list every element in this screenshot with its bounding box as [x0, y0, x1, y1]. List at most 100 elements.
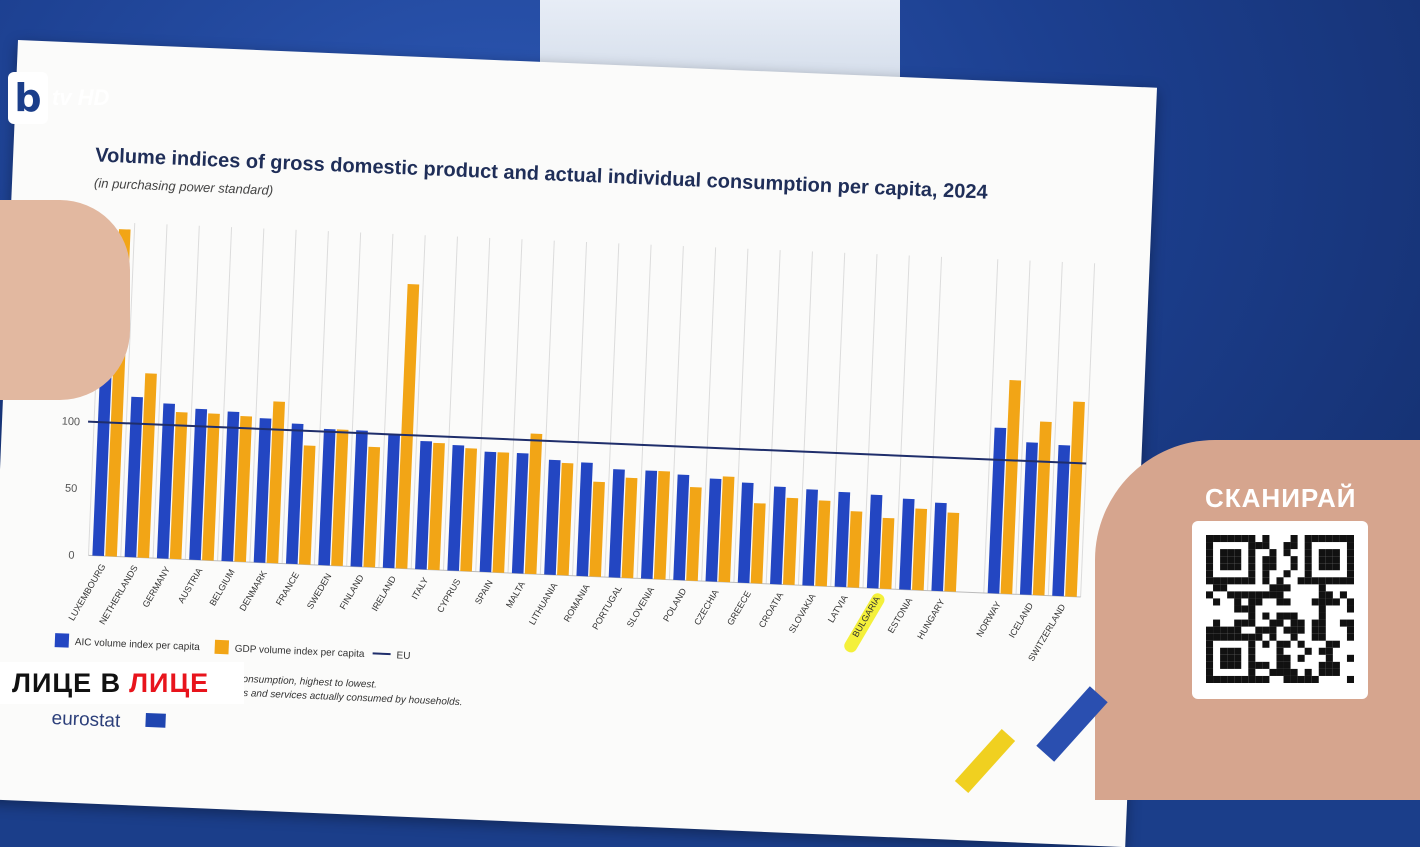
eu-flag-icon	[145, 712, 166, 728]
qr-module	[1318, 661, 1326, 669]
legend-label-aic: AIC volume index per capita	[75, 637, 201, 653]
bar-aic	[156, 403, 176, 559]
qr-module	[1269, 668, 1277, 676]
bar-gdp	[621, 477, 638, 579]
qr-module	[1234, 591, 1242, 599]
x-tick-label: ESTONIA	[886, 596, 915, 635]
presenter-hand-left	[0, 200, 130, 400]
x-tick-label: SWITZERLAND	[1026, 602, 1068, 663]
grid-line	[281, 229, 297, 564]
x-tick-group: CYPRUS	[435, 577, 463, 614]
x-tick-group: SLOVENIA	[625, 585, 656, 629]
y-tick-label: 0	[68, 550, 75, 562]
qr-code-pattern	[1206, 535, 1354, 683]
qr-module	[1206, 549, 1214, 557]
qr-module	[1346, 675, 1354, 683]
qr-module	[1325, 661, 1333, 669]
grid-line	[217, 227, 233, 561]
bar-gdp	[234, 416, 253, 563]
x-tick-label: IRELAND	[370, 574, 399, 613]
bar-aic	[221, 411, 240, 562]
qr-module	[1220, 661, 1228, 669]
qr-module	[1248, 577, 1256, 585]
qr-module	[1325, 591, 1333, 599]
qr-module	[1220, 563, 1228, 571]
qr-module	[1206, 675, 1214, 683]
legend-swatch-aic	[54, 633, 70, 648]
x-tick-group: HUNGARY	[915, 597, 946, 641]
x-tick-group: POLAND	[661, 586, 689, 623]
qr-module	[1332, 556, 1340, 564]
qr-module	[1304, 668, 1312, 676]
x-tick-label: FRANCE	[274, 570, 301, 607]
qr-module	[1234, 675, 1242, 683]
qr-module	[1213, 577, 1221, 585]
qr-module	[1290, 619, 1298, 627]
grid-line	[313, 231, 329, 565]
qr-module	[1248, 619, 1256, 627]
qr-module	[1339, 577, 1347, 585]
bar-aic	[899, 498, 915, 590]
qr-module	[1283, 584, 1291, 592]
qr-module	[1269, 591, 1277, 599]
bar-gdp	[266, 401, 286, 564]
qr-module	[1325, 647, 1333, 655]
grid-line	[862, 254, 878, 588]
grid-line	[1015, 260, 1031, 595]
qr-module	[1227, 556, 1235, 564]
qr-module	[1276, 577, 1284, 585]
bar-gdp	[1000, 380, 1022, 595]
qr-module	[1248, 647, 1256, 655]
qr-module	[1255, 598, 1263, 606]
qr-module	[1297, 619, 1305, 627]
qr-module	[1227, 661, 1235, 669]
bars	[88, 229, 1087, 597]
qr-module	[1234, 633, 1242, 641]
bar-aic	[576, 462, 593, 577]
qr-module	[1297, 640, 1305, 648]
grid-line	[120, 223, 136, 557]
qr-module	[1262, 577, 1270, 585]
grid-line	[249, 228, 265, 563]
qr-module	[1269, 556, 1277, 564]
qr-module	[1283, 598, 1291, 606]
qr-module	[1241, 619, 1249, 627]
qr-module	[1332, 535, 1340, 543]
qr-module	[1311, 577, 1319, 585]
qr-module	[1220, 556, 1228, 564]
show-title-part2: ЛИЦЕ	[129, 667, 210, 698]
grid-line	[701, 247, 717, 582]
x-tick-label: MALTA	[504, 580, 527, 610]
qr-module	[1332, 563, 1340, 571]
y-tick-label: 100	[61, 416, 80, 429]
qr-module	[1318, 668, 1326, 676]
qr-module	[1332, 549, 1340, 557]
qr-module	[1318, 584, 1326, 592]
qr-module	[1346, 563, 1354, 571]
qr-module	[1248, 570, 1256, 578]
x-tick-label: CZECHIA	[692, 588, 721, 627]
qr-module	[1269, 563, 1277, 571]
x-tick-group: SWEDEN	[305, 572, 334, 611]
qr-module	[1234, 605, 1242, 613]
qr-code[interactable]	[1192, 521, 1368, 699]
qr-module	[1290, 633, 1298, 641]
qr-module	[1227, 647, 1235, 655]
qr-module	[1255, 661, 1263, 669]
qr-module	[1206, 556, 1214, 564]
x-tick-group: GERMANY	[140, 565, 172, 609]
bar-aic	[1052, 444, 1071, 597]
qr-module	[1346, 619, 1354, 627]
qr-module	[1248, 605, 1256, 613]
x-tick-group: SPAIN	[473, 578, 495, 606]
qr-module	[1262, 675, 1270, 683]
qr-module	[1346, 549, 1354, 557]
grid-line	[668, 246, 684, 580]
qr-module	[1206, 640, 1214, 648]
qr-module	[1220, 626, 1228, 634]
bar-gdp	[750, 503, 766, 584]
eu-reference-line	[88, 420, 1087, 465]
bar-aic	[285, 423, 304, 565]
qr-module	[1234, 654, 1242, 662]
qr-module	[1339, 619, 1347, 627]
